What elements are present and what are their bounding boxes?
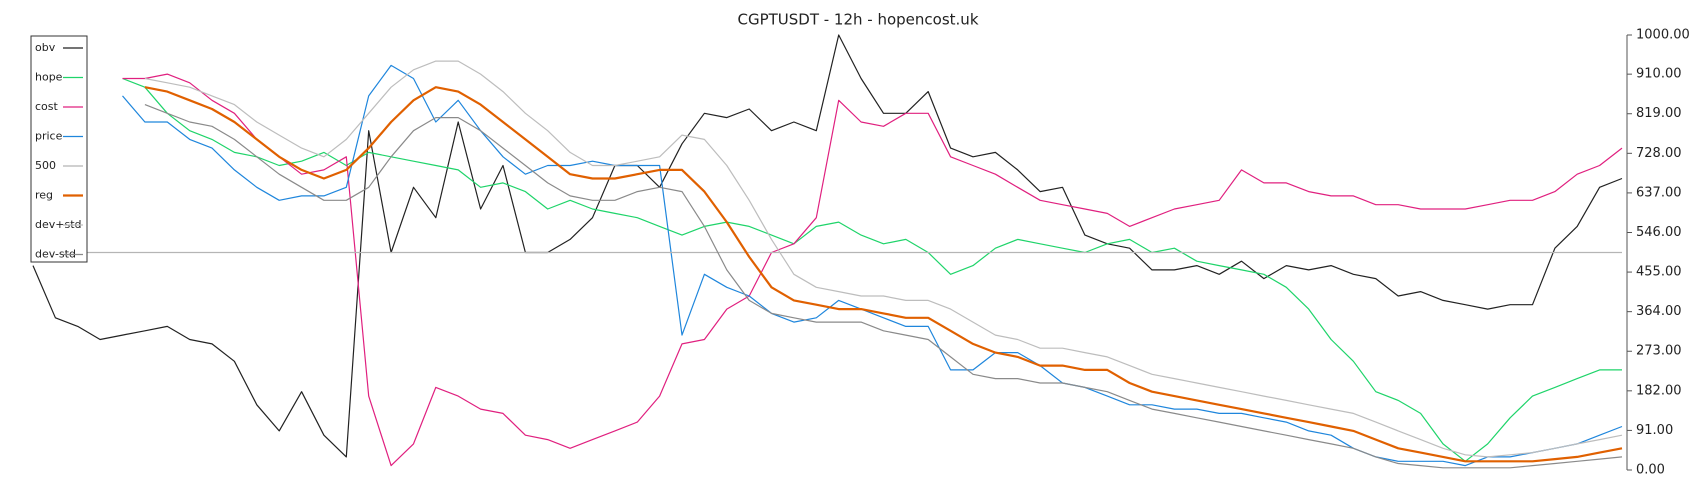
- series-line: [122, 64, 1623, 467]
- series-line: [32, 34, 1623, 458]
- y-tick-label: 546.00: [1636, 225, 1682, 240]
- legend-label: price: [35, 130, 63, 143]
- legend-label: reg: [35, 189, 53, 202]
- series-line: [144, 104, 1623, 469]
- legend-label: cost: [35, 100, 59, 113]
- legend-label: hope: [35, 71, 63, 84]
- series-line: [144, 60, 1623, 458]
- y-tick-label: 910.00: [1636, 67, 1682, 82]
- series-line: [122, 73, 1623, 467]
- y-tick-label: 91.00: [1636, 423, 1673, 438]
- legend-box: [30, 35, 88, 263]
- y-tick-label: 364.00: [1636, 304, 1682, 319]
- chart-title: CGPTUSDT - 12h - hopencost.uk: [737, 11, 978, 29]
- y-tick-label: 455.00: [1636, 265, 1682, 280]
- series-line: [144, 86, 1623, 463]
- legend-label: obv: [35, 41, 56, 54]
- y-tick-label: 182.00: [1636, 383, 1682, 398]
- y-tick-label: 728.00: [1636, 146, 1682, 161]
- y-tick-label: 273.00: [1636, 344, 1682, 359]
- y-tick-label: 637.00: [1636, 185, 1682, 200]
- series-line: [122, 77, 1622, 462]
- legend-label: dev-std: [35, 248, 76, 261]
- y-tick-label: 0.00: [1636, 463, 1665, 478]
- y-tick-label: 1000.00: [1636, 28, 1690, 43]
- legend-label: dev+std: [35, 218, 82, 231]
- y-tick-label: 819.00: [1636, 106, 1682, 121]
- legend-label: 500: [35, 159, 56, 172]
